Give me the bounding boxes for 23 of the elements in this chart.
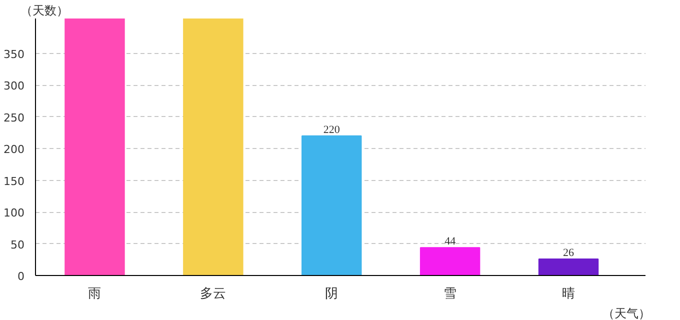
y-tick-label: 350 [4,48,25,61]
bar [538,258,599,276]
x-tick-label: 多云 [200,286,226,302]
bar [420,247,480,276]
bar [64,18,125,276]
x-tick-label: 阴 [325,286,338,302]
y-tick-label: 300 [4,80,25,93]
y-tick-label: 250 [4,111,25,124]
x-tick-label: 雨 [88,286,102,302]
bar [302,135,362,276]
y-tick-label: 50 [10,238,25,252]
data-label: 220 [323,124,340,136]
data-label: 44 [444,236,456,248]
y-tick-label: 0 [18,270,24,283]
y-tick-label: 100 [4,206,25,220]
y-tick-label: 150 [4,174,25,188]
y-axis-title: （天数） [20,4,68,18]
bar [183,18,244,276]
x-tick-label: 雪 [444,286,457,302]
x-tick-label: 晴 [562,286,576,302]
x-axis-title: （天气） [602,306,650,320]
y-tick-label: 200 [4,143,25,156]
data-label: 26 [563,247,575,259]
